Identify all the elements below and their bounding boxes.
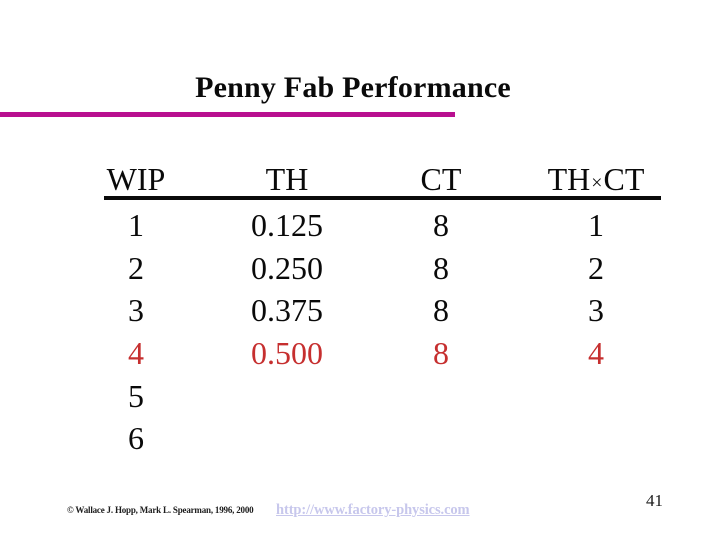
table-cell: 3: [588, 292, 604, 329]
table-cell: 4: [128, 334, 144, 371]
multiply-symbol: ×: [591, 172, 603, 194]
table-row: 4 0.500 8 4: [0, 332, 720, 375]
copyright-text: © Wallace J. Hopp, Mark L. Spearman, 199…: [67, 505, 254, 515]
page-number: 41: [646, 491, 663, 510]
table-header-cell: TH: [265, 161, 309, 197]
table-header-cell: WIP: [106, 161, 166, 197]
table-cell: 2: [588, 249, 604, 286]
factory-physics-link[interactable]: http://www.factory-physics.com: [276, 502, 470, 518]
table-row: 3 0.375 8 3: [0, 289, 720, 332]
table-cell: 4: [588, 334, 604, 371]
table-header-cell: CT: [420, 161, 462, 197]
table-cell: 8: [433, 207, 449, 243]
title-underline-rule: [0, 112, 455, 117]
table-cell: 8: [433, 292, 449, 329]
table-cell: 8: [433, 334, 449, 371]
table-cell: 0.375: [251, 292, 323, 329]
table-cell: 1: [128, 207, 144, 243]
table-row: 5: [0, 375, 720, 418]
slide-title: Penny Fab Performance: [195, 71, 511, 104]
table-cell: 6: [128, 420, 144, 457]
table-cell: 8: [433, 249, 449, 286]
table-cell: 1: [588, 207, 604, 243]
table-cell: 5: [128, 377, 144, 414]
table-cell: 3: [128, 292, 144, 329]
table-header-cell: TH×CT: [547, 161, 645, 197]
table-header-underline: [104, 196, 661, 200]
table-cell: 2: [128, 249, 144, 286]
table-header-row: WIP TH CT TH×CT: [0, 160, 720, 200]
table-cell: 0.250: [251, 249, 323, 286]
table-body: 1 0.125 8 1 2 0.250 8 2 3 0.375 8 3 4 0.500 8 4 5 6: [0, 204, 720, 464]
table-cell: 0.500: [251, 334, 323, 371]
table-row: 2 0.250 8 2: [0, 247, 720, 290]
table-row: 1 0.125 8 1: [0, 204, 720, 247]
table-row: 6: [0, 417, 720, 460]
table-cell: 0.125: [251, 207, 323, 243]
